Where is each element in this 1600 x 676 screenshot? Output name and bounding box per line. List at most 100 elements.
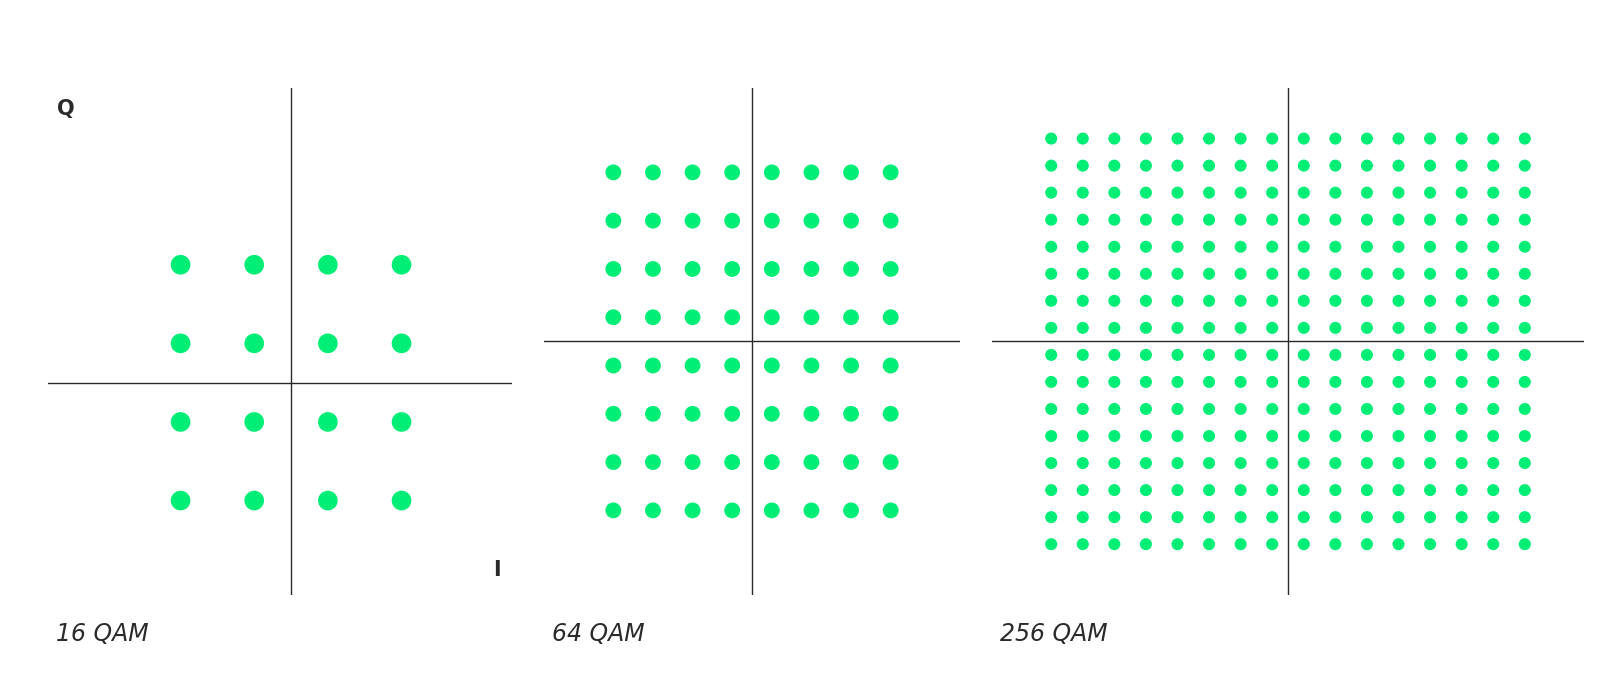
Point bbox=[1450, 160, 1475, 171]
Point bbox=[798, 360, 824, 371]
Point bbox=[600, 264, 626, 274]
Point bbox=[389, 338, 414, 349]
Point bbox=[798, 457, 824, 468]
Point bbox=[1197, 404, 1222, 414]
Point bbox=[242, 260, 267, 270]
Point bbox=[1354, 431, 1379, 441]
Point bbox=[1386, 295, 1411, 306]
Point bbox=[758, 360, 784, 371]
Point bbox=[1165, 241, 1190, 252]
Point bbox=[1070, 377, 1096, 387]
Point bbox=[640, 215, 666, 226]
Point bbox=[758, 408, 784, 419]
Point bbox=[1354, 187, 1379, 198]
Point bbox=[1101, 539, 1126, 550]
Point bbox=[1323, 512, 1349, 523]
Point bbox=[1450, 295, 1475, 306]
Point bbox=[680, 264, 706, 274]
Point bbox=[1101, 214, 1126, 225]
Point bbox=[1480, 404, 1506, 414]
Point bbox=[1197, 512, 1222, 523]
Point bbox=[1450, 377, 1475, 387]
Point bbox=[242, 338, 267, 349]
Point bbox=[1386, 214, 1411, 225]
Point bbox=[640, 167, 666, 178]
Point bbox=[1070, 512, 1096, 523]
Point bbox=[1227, 539, 1253, 550]
Point bbox=[1291, 133, 1317, 144]
Point bbox=[1512, 404, 1538, 414]
Point bbox=[680, 215, 706, 226]
Point bbox=[1070, 431, 1096, 441]
Point bbox=[1354, 295, 1379, 306]
Point bbox=[1418, 295, 1443, 306]
Point bbox=[1418, 349, 1443, 360]
Point bbox=[1291, 431, 1317, 441]
Point bbox=[1386, 512, 1411, 523]
Point bbox=[1133, 458, 1158, 468]
Point bbox=[1418, 431, 1443, 441]
Point bbox=[1165, 187, 1190, 198]
Text: 64 QAM: 64 QAM bbox=[552, 622, 645, 646]
Point bbox=[640, 408, 666, 419]
Point bbox=[1133, 539, 1158, 550]
Point bbox=[1133, 160, 1158, 171]
Point bbox=[1197, 322, 1222, 333]
Point bbox=[1386, 241, 1411, 252]
Point bbox=[1386, 160, 1411, 171]
Point bbox=[758, 312, 784, 322]
Point bbox=[680, 360, 706, 371]
Point bbox=[798, 505, 824, 516]
Point bbox=[878, 457, 904, 468]
Point bbox=[680, 505, 706, 516]
Point bbox=[1323, 458, 1349, 468]
Point bbox=[1259, 160, 1285, 171]
Point bbox=[1291, 349, 1317, 360]
Point bbox=[389, 495, 414, 506]
Point bbox=[1386, 431, 1411, 441]
Point bbox=[1165, 160, 1190, 171]
Point bbox=[1512, 485, 1538, 496]
Point bbox=[1323, 214, 1349, 225]
Point bbox=[1197, 187, 1222, 198]
Point bbox=[168, 338, 194, 349]
Point bbox=[1038, 133, 1064, 144]
Point bbox=[1291, 377, 1317, 387]
Point bbox=[1323, 241, 1349, 252]
Point bbox=[1133, 485, 1158, 496]
Point bbox=[680, 167, 706, 178]
Point bbox=[600, 457, 626, 468]
Point bbox=[1165, 458, 1190, 468]
Point bbox=[1480, 133, 1506, 144]
Point bbox=[1165, 377, 1190, 387]
Point bbox=[838, 505, 864, 516]
Text: 16 QAM: 16 QAM bbox=[56, 622, 149, 646]
Point bbox=[1070, 160, 1096, 171]
Point bbox=[1227, 377, 1253, 387]
Point bbox=[1101, 485, 1126, 496]
Point bbox=[878, 167, 904, 178]
Point bbox=[1323, 322, 1349, 333]
Point bbox=[600, 215, 626, 226]
Point bbox=[1480, 485, 1506, 496]
Point bbox=[1165, 431, 1190, 441]
Point bbox=[1197, 377, 1222, 387]
Point bbox=[720, 215, 746, 226]
Point bbox=[1323, 431, 1349, 441]
Point bbox=[1227, 214, 1253, 225]
Point bbox=[1133, 187, 1158, 198]
Point bbox=[1165, 512, 1190, 523]
Point bbox=[1197, 160, 1222, 171]
Point bbox=[1323, 295, 1349, 306]
Point bbox=[1197, 485, 1222, 496]
Point bbox=[798, 167, 824, 178]
Point bbox=[1418, 160, 1443, 171]
Point bbox=[315, 260, 341, 270]
Point bbox=[1450, 404, 1475, 414]
Point bbox=[1450, 431, 1475, 441]
Point bbox=[1386, 349, 1411, 360]
Point bbox=[1354, 377, 1379, 387]
Point bbox=[1512, 133, 1538, 144]
Point bbox=[878, 408, 904, 419]
Point bbox=[1354, 268, 1379, 279]
